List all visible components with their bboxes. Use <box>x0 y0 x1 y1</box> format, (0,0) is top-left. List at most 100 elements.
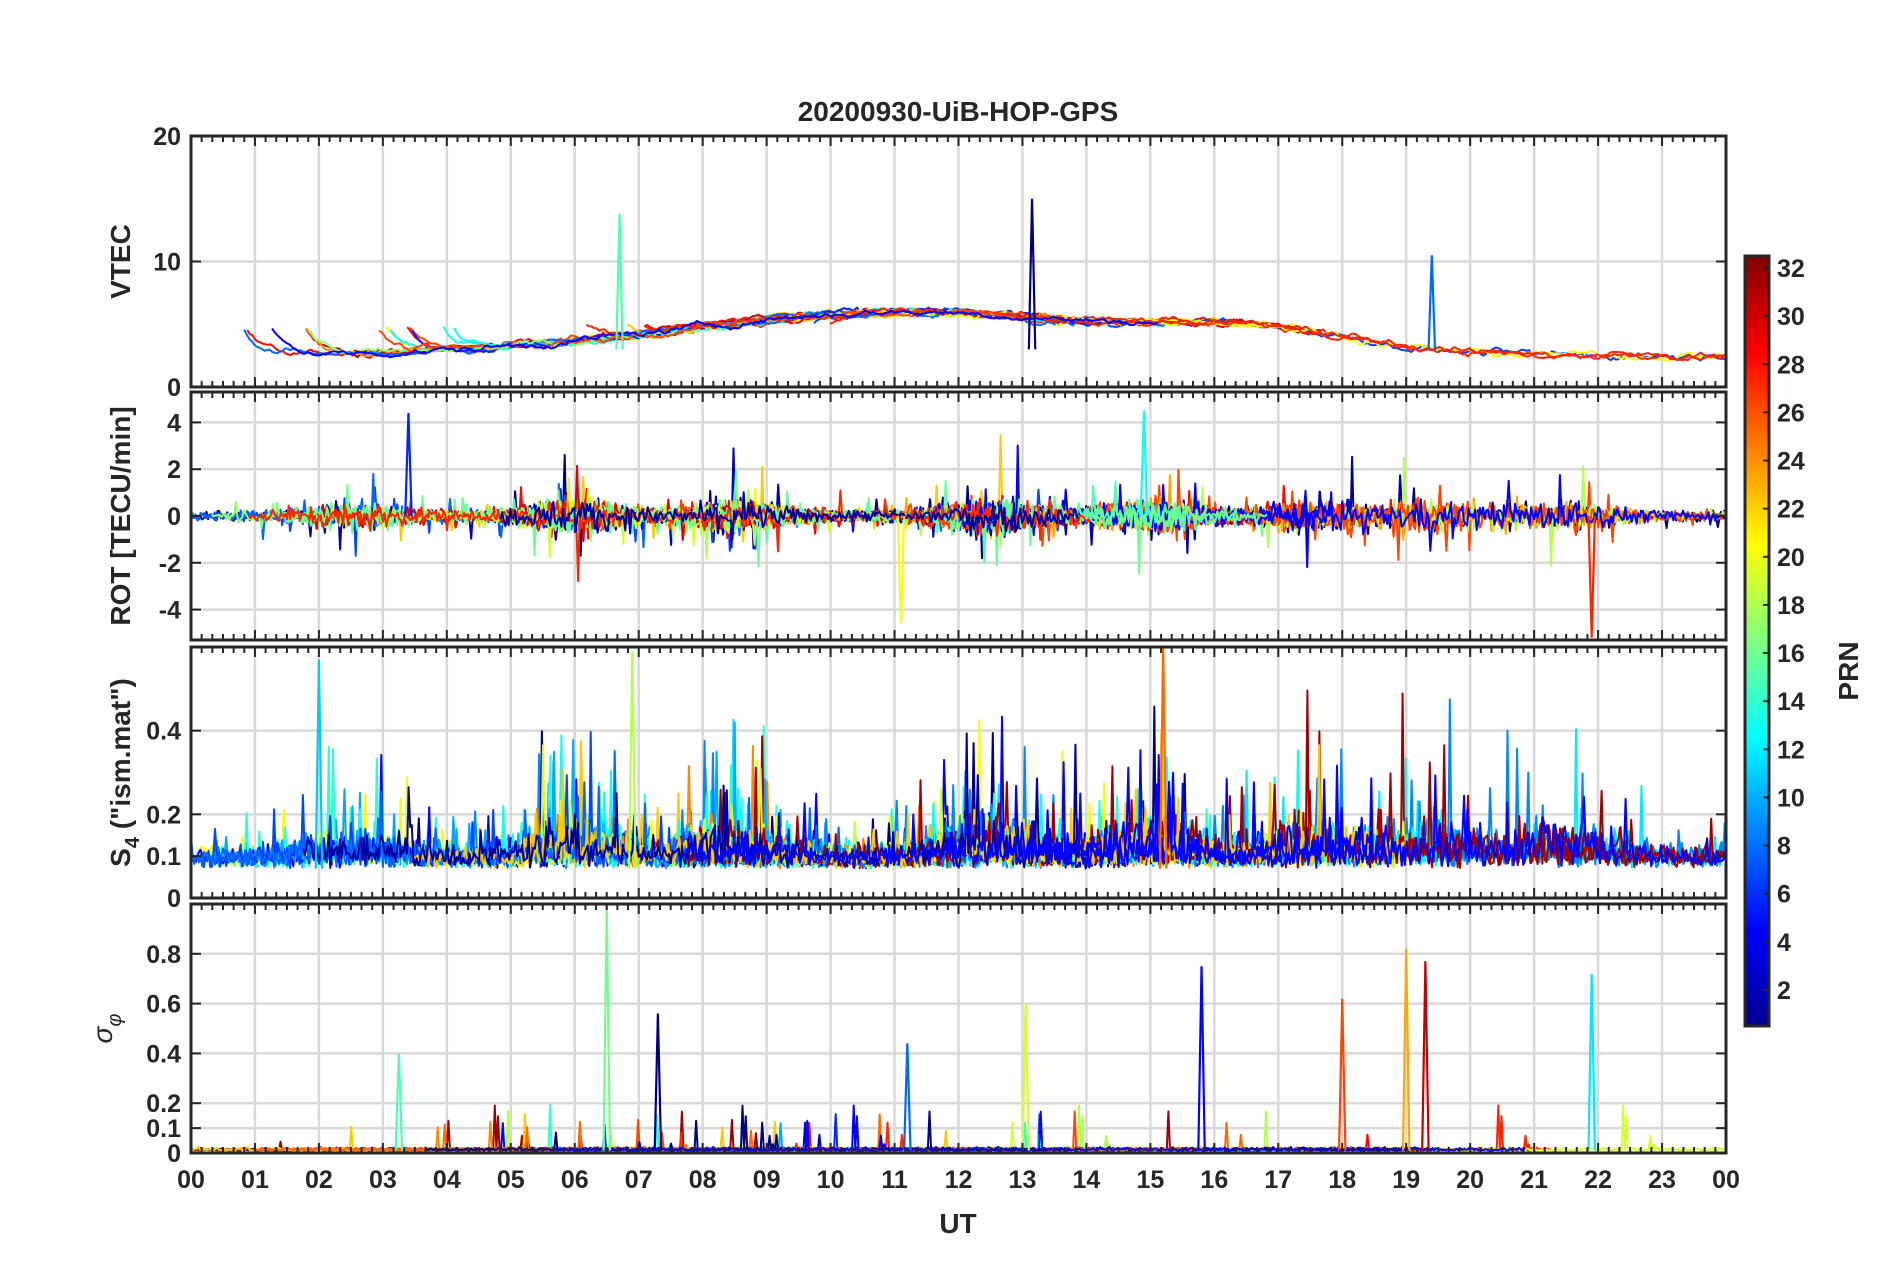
colorbar-label: PRN <box>1833 641 1864 700</box>
y-tick-label: 0 <box>167 374 181 402</box>
series-line <box>248 489 1091 582</box>
peak-mark <box>615 213 624 350</box>
y-axis-label-sub: 4 <box>122 836 144 848</box>
y-tick-label: -4 <box>159 597 181 625</box>
peak-mark <box>1427 255 1437 350</box>
y-tick-label: 0.4 <box>146 718 181 746</box>
x-tick-label: 01 <box>241 1166 269 1194</box>
x-tick-label: 00 <box>1712 1166 1740 1194</box>
y-tick-label: 0 <box>167 1140 181 1168</box>
x-tick-label: 11 <box>881 1166 908 1194</box>
y-tick-label: 2 <box>167 456 181 484</box>
x-tick-label: 23 <box>1648 1166 1676 1194</box>
y-tick-label: 0.4 <box>146 1040 181 1068</box>
colorbar-tick-label: 14 <box>1777 688 1805 716</box>
series-line <box>310 464 930 543</box>
peak-mark <box>1021 1003 1030 1151</box>
series-line <box>271 309 1158 359</box>
x-tick-label: 16 <box>1200 1166 1228 1194</box>
colorbar-tick-label: 28 <box>1777 351 1805 379</box>
x-tick-label: 21 <box>1520 1166 1548 1194</box>
x-tick-label: 06 <box>561 1166 589 1194</box>
colorbar-tick-label: 32 <box>1777 255 1805 283</box>
x-tick-label: 12 <box>945 1166 973 1194</box>
y-axis-label: VTEC <box>105 224 136 299</box>
series-line <box>515 1110 1433 1152</box>
peak-mark <box>314 659 324 869</box>
peak-mark <box>653 1013 663 1151</box>
x-tick-label: 19 <box>1392 1166 1420 1194</box>
colorbar-tick-label: 20 <box>1777 544 1805 572</box>
x-tick-label: 04 <box>433 1166 461 1194</box>
colorbar-tick-label: 24 <box>1777 448 1805 476</box>
peak-mark <box>903 1043 912 1151</box>
y-tick-label: 0.8 <box>146 941 181 969</box>
colorbar-tick-label: 22 <box>1777 496 1805 524</box>
peak-mark <box>1421 961 1430 1151</box>
panel-4: 00.10.2 0.4 0.6 0.8 σφ 00 01 02 03 04 05 06 07 08 09 10… <box>87 902 1740 1194</box>
series-line <box>191 1113 1226 1152</box>
x-tick-label: 08 <box>689 1166 717 1194</box>
y-axis-label-rest: ("ism.mat") <box>105 678 136 837</box>
x-tick-label: 03 <box>369 1166 397 1194</box>
series-traces <box>243 198 1727 362</box>
x-tick-label: 13 <box>1009 1166 1037 1194</box>
peak-mark <box>1027 198 1037 350</box>
series-line <box>529 1113 1120 1152</box>
series-line <box>996 715 1726 869</box>
peak-mark <box>1401 948 1411 1151</box>
panels: 0 10 20 VTEC -4 -2 0 2 4 ROT [TECU/min] 0 0.1 0.2 0.4… <box>87 123 1740 1194</box>
x-axis-label: UT <box>939 1208 976 1239</box>
x-tick-label: 18 <box>1328 1166 1356 1194</box>
x-tick-label: 05 <box>497 1166 525 1194</box>
peak-mark <box>1587 515 1596 638</box>
colorbar-tick-label: 6 <box>1777 881 1791 909</box>
peak-mark <box>1197 966 1206 1151</box>
x-tick-label: 09 <box>753 1166 781 1194</box>
peak-mark <box>404 413 413 517</box>
y-tick-label: 0.2 <box>146 801 181 829</box>
peak-mark <box>896 515 906 624</box>
colorbar-tick-label: 2 <box>1777 977 1791 1005</box>
series-traces <box>190 410 1727 638</box>
x-tick-label: 22 <box>1584 1166 1612 1194</box>
y-tick-label: 20 <box>153 123 181 151</box>
peak-mark <box>394 1053 404 1151</box>
y-tick-label: 0.6 <box>146 991 181 1019</box>
colorbar-tick-label: 18 <box>1777 592 1805 620</box>
colorbar-frame <box>1743 254 1771 1028</box>
y-axis-label: ROT [TECU/min] <box>105 406 136 625</box>
y-tick-label: 4 <box>167 409 181 437</box>
x-tick-label: 07 <box>625 1166 653 1194</box>
x-tick-label: 20 <box>1456 1166 1484 1194</box>
series-line <box>499 491 1079 541</box>
colorbar-tick-label: 16 <box>1777 640 1805 668</box>
chart-title: 20200930-UiB-HOP-GPS <box>798 96 1119 127</box>
peak-mark <box>1587 973 1596 1151</box>
y-tick-label: 0.1 <box>146 843 181 871</box>
x-tick-label: 14 <box>1073 1166 1101 1194</box>
x-tick-label: 10 <box>817 1166 845 1194</box>
y-axis-label: σφ <box>87 1014 126 1044</box>
colorbar-tick-label: 26 <box>1777 399 1805 427</box>
y-axis-label-sub: φ <box>104 1014 126 1027</box>
y-tick-label: 0.2 <box>146 1090 181 1118</box>
colorbar: 32 30 28 26 24 22 20 18 16 14 12 10 8 6 4 2 PRN <box>1743 254 1864 1028</box>
series-line <box>301 1120 915 1152</box>
colorbar-tick-label: 4 <box>1777 929 1791 957</box>
y-tick-label: -2 <box>159 550 181 578</box>
x-tick-label: 00 <box>177 1166 205 1194</box>
panel-1: 0 10 20 VTEC <box>105 123 1728 402</box>
x-tick-label: 15 <box>1136 1166 1164 1194</box>
colorbar-tick-label: 30 <box>1777 303 1805 331</box>
x-tick-label: 17 <box>1264 1166 1292 1194</box>
colorbar-tick-label: 8 <box>1777 833 1791 861</box>
y-axis-label-main: σ <box>87 1025 118 1043</box>
panel-3: 00.10.20.4S4 ("ism.mat") <box>105 645 1728 913</box>
peak-mark <box>1337 998 1347 1151</box>
peak-mark <box>628 651 637 869</box>
colorbar-gradient <box>1745 256 1769 1026</box>
y-tick-label: 10 <box>153 249 181 277</box>
y-axis-label: S4 ("ism.mat") <box>105 678 144 867</box>
